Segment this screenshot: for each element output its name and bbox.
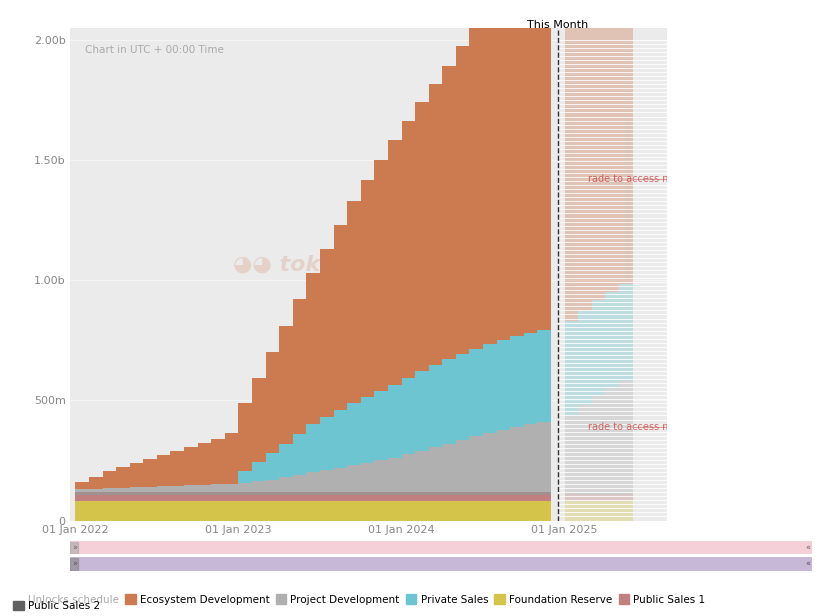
Text: ◕◕ tokenomist: ◕◕ tokenomist bbox=[233, 254, 421, 274]
Text: rade to access more data: rade to access more data bbox=[588, 174, 712, 184]
Legend: Unlocks schedule, Ecosystem Development, Project Development, Private Sales, Fou: Unlocks schedule, Ecosystem Development,… bbox=[13, 594, 705, 605]
Text: This Month: This Month bbox=[527, 20, 588, 30]
Text: «: « bbox=[805, 543, 810, 552]
Text: 01 Jan 2₂: 01 Jan 2₂ bbox=[643, 543, 693, 553]
Text: »: » bbox=[72, 543, 77, 552]
Text: rade to access more data: rade to access more data bbox=[588, 422, 712, 432]
Bar bbox=[70, 558, 78, 570]
Text: Chart in UTC + 00:00 Time: Chart in UTC + 00:00 Time bbox=[85, 45, 224, 55]
Legend: Public Sales 2: Public Sales 2 bbox=[13, 601, 100, 611]
Text: «: « bbox=[805, 560, 810, 569]
Text: »: » bbox=[72, 560, 77, 569]
Bar bbox=[70, 541, 78, 554]
